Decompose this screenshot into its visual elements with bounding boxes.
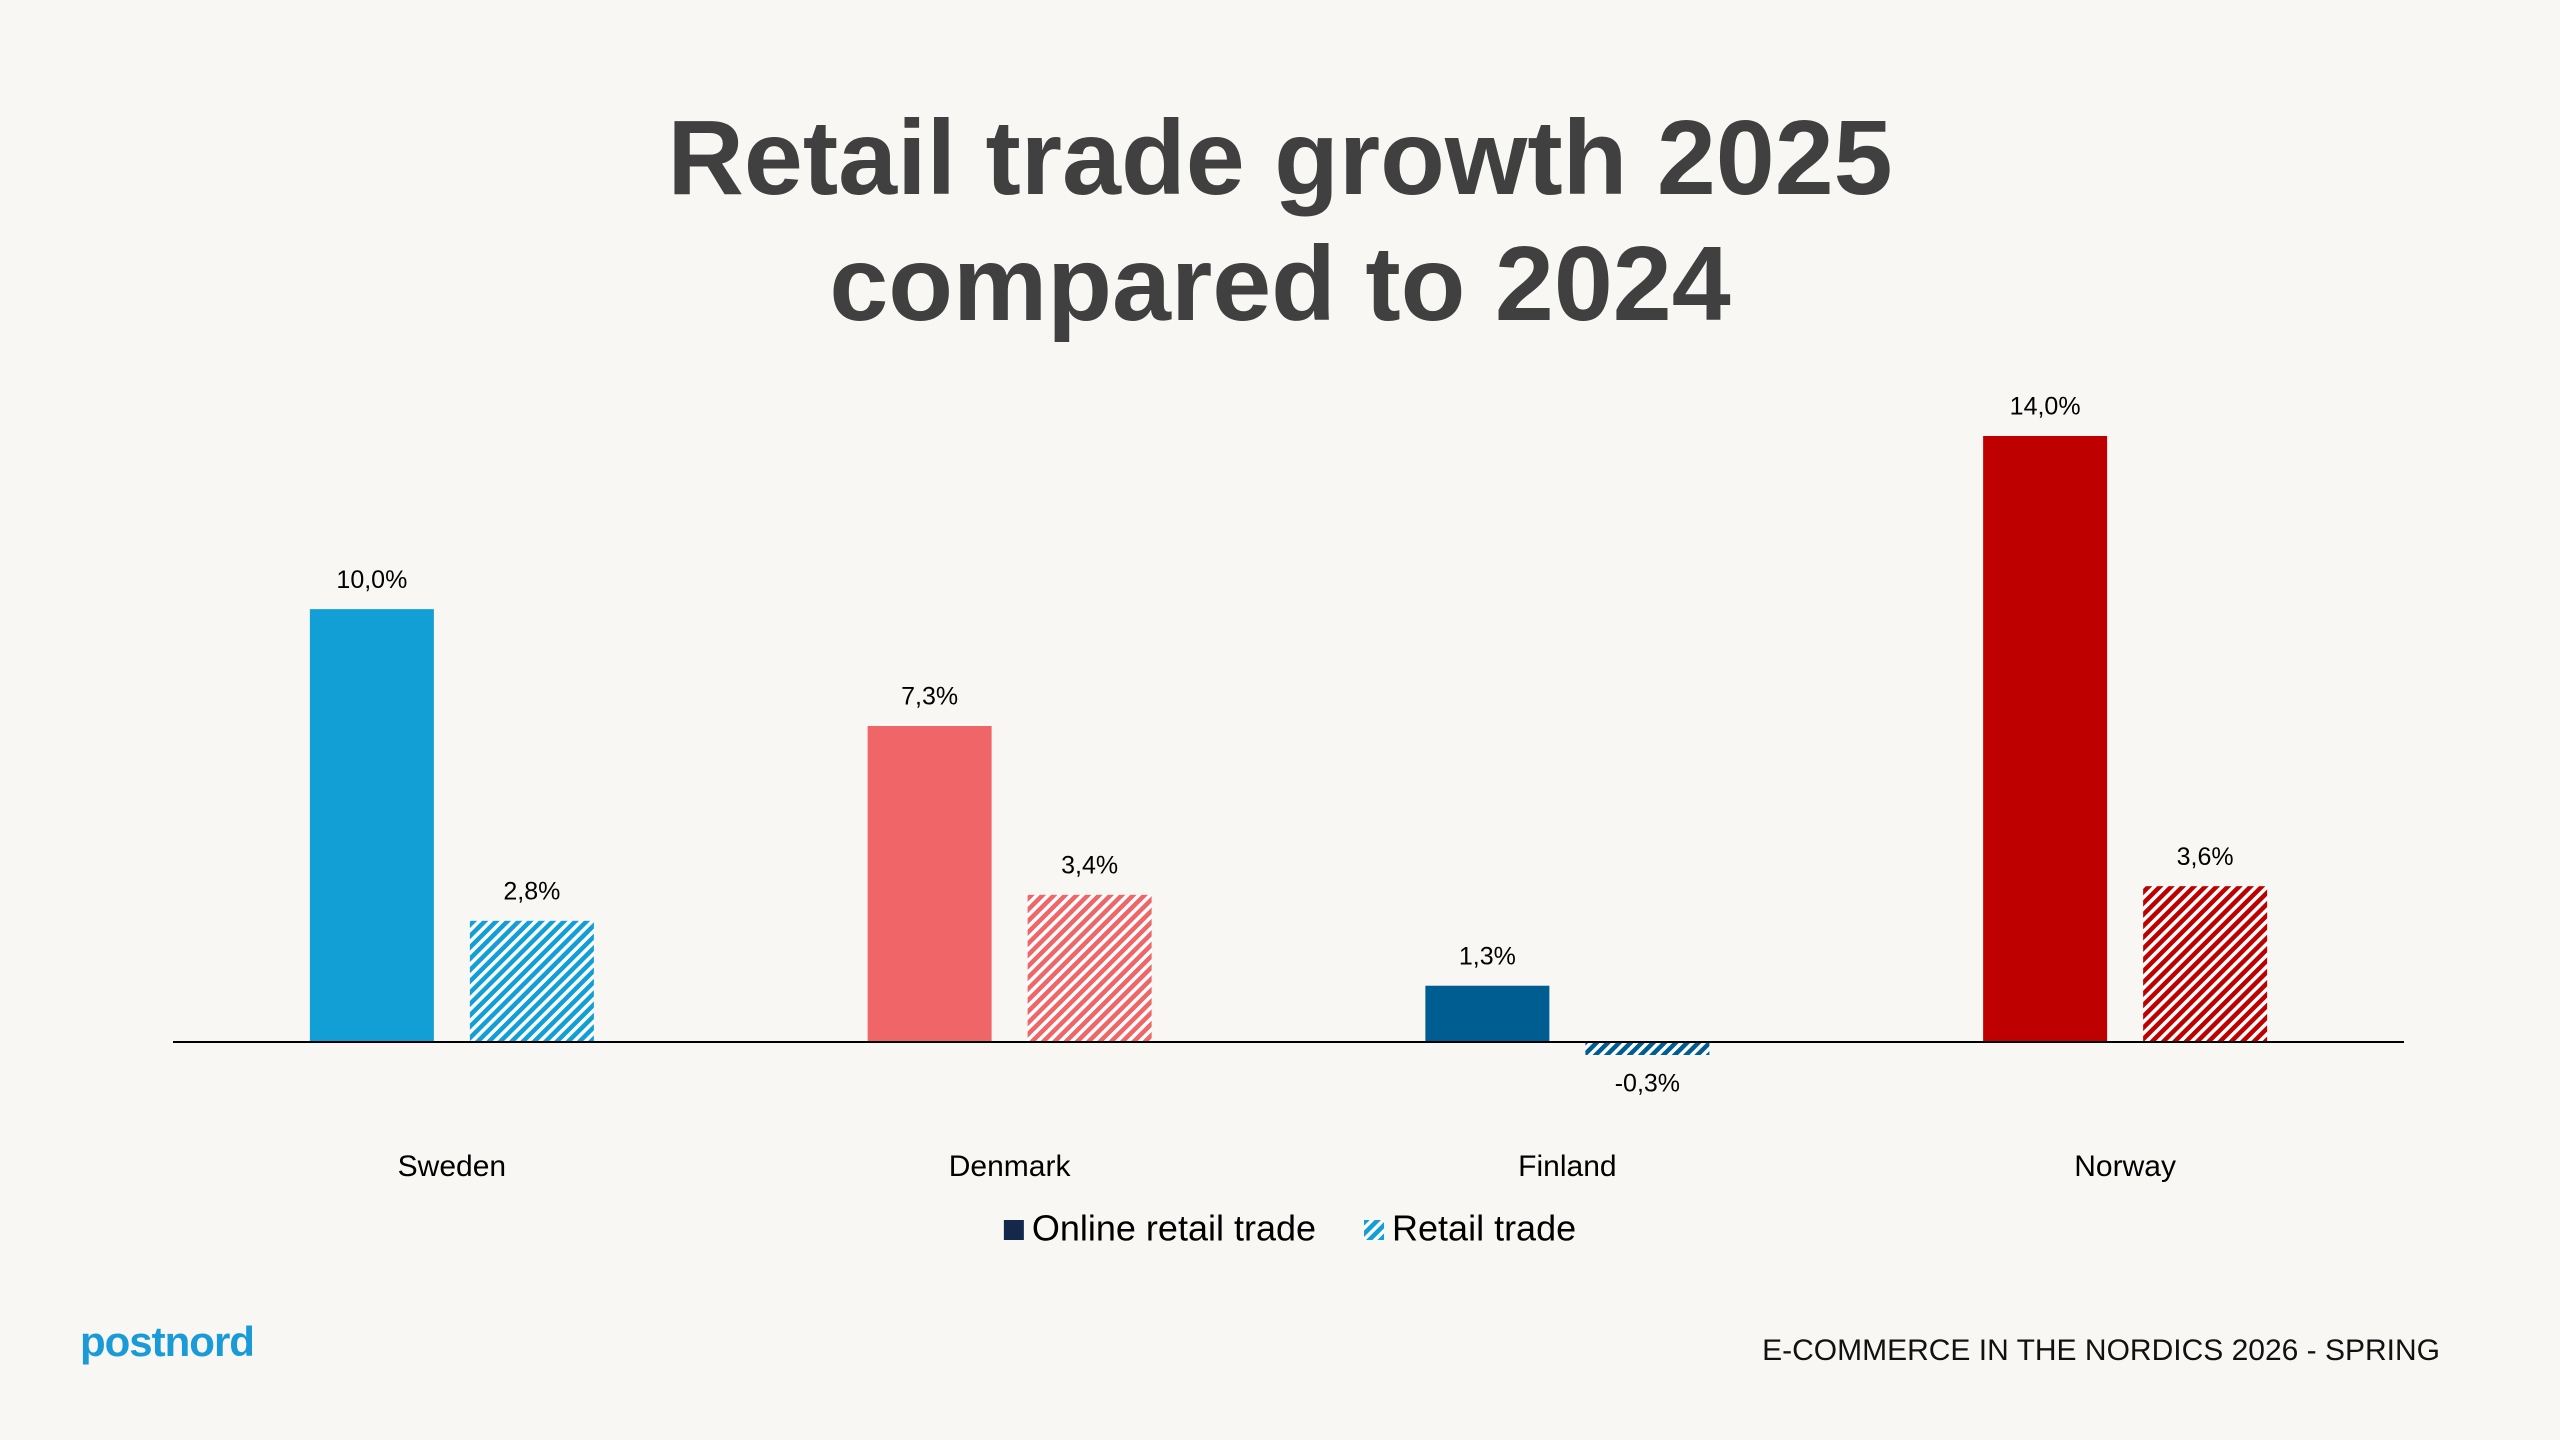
value-label: -0,3% — [1615, 1070, 1680, 1098]
bar — [469, 920, 594, 1042]
bar — [1585, 1042, 1710, 1055]
value-label: 14,0% — [2010, 393, 2081, 421]
bar — [2143, 886, 2268, 1042]
bar — [1983, 436, 2108, 1042]
legend-swatch — [1003, 1220, 1024, 1240]
bar — [1027, 894, 1152, 1042]
chart-title: Retail trade growth 2025 compared to 202… — [667, 99, 1893, 343]
legend-label: Retail trade — [1392, 1208, 1576, 1249]
logo: postnord — [80, 1318, 255, 1365]
x-tick-label: Finland — [1518, 1150, 1616, 1183]
source-note: E-COMMERCE IN THE NORDICS 2026 - SPRING — [1762, 1334, 2440, 1367]
legend-swatch — [1364, 1220, 1385, 1240]
value-label: 7,3% — [901, 683, 958, 711]
bar — [1425, 985, 1550, 1042]
value-label: 3,6% — [2177, 843, 2234, 871]
x-tick-label: Sweden — [398, 1150, 506, 1183]
bar — [309, 609, 434, 1042]
value-label: 10,0% — [336, 566, 407, 594]
x-tick-label: Denmark — [949, 1150, 1072, 1183]
x-tick-label: Norway — [2074, 1150, 2176, 1183]
legend-label: Online retail trade — [1032, 1208, 1316, 1249]
value-label: 3,4% — [1061, 851, 1118, 879]
value-label: 1,3% — [1459, 942, 1516, 970]
value-label: 2,8% — [503, 877, 560, 905]
bar — [867, 726, 992, 1042]
legend: Online retail trade Retail trade — [1003, 1208, 1576, 1249]
